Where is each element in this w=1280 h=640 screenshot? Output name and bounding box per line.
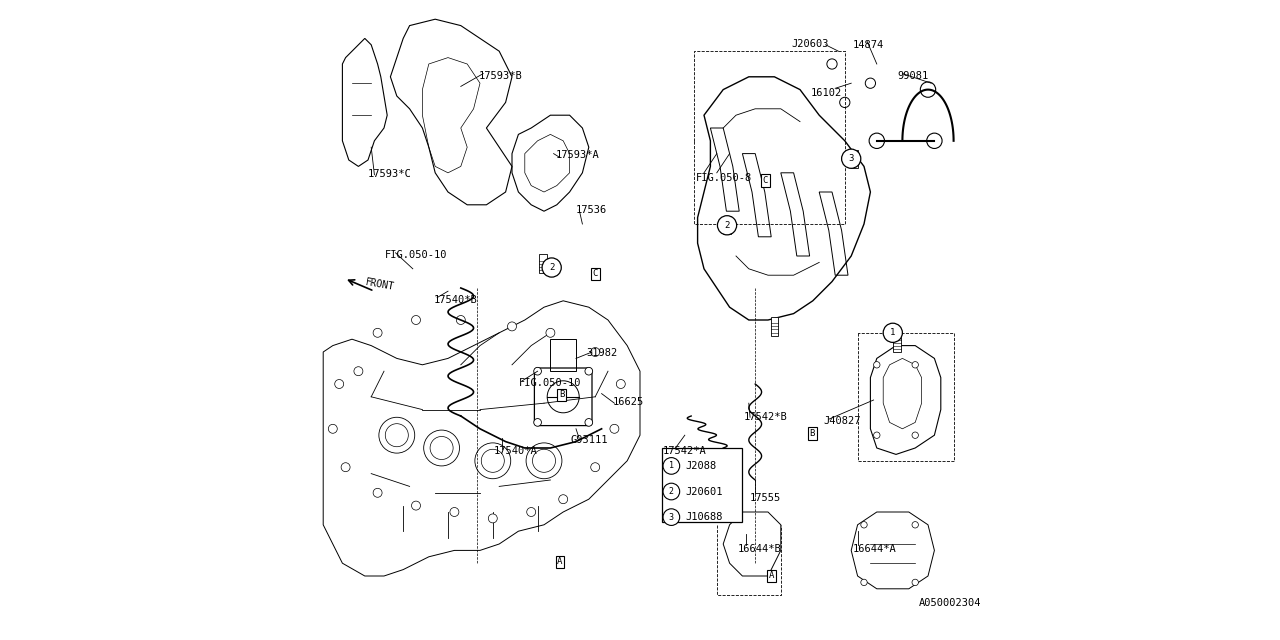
- Circle shape: [883, 323, 902, 342]
- Circle shape: [527, 508, 536, 516]
- Circle shape: [663, 458, 680, 474]
- Text: 17542*A: 17542*A: [663, 445, 707, 456]
- Bar: [663, 448, 742, 522]
- Bar: [850, 150, 859, 168]
- Circle shape: [585, 419, 593, 426]
- Text: 1: 1: [890, 328, 896, 337]
- Text: FIG.050-8: FIG.050-8: [696, 173, 753, 183]
- Text: 3: 3: [669, 513, 673, 522]
- Text: J20603: J20603: [791, 38, 828, 49]
- Text: 2: 2: [669, 487, 673, 496]
- Bar: [893, 334, 901, 352]
- Circle shape: [911, 432, 919, 438]
- Text: 17542*B: 17542*B: [744, 412, 787, 422]
- Text: 16625: 16625: [613, 397, 644, 407]
- Circle shape: [842, 149, 861, 168]
- Text: 17593*A: 17593*A: [556, 150, 599, 160]
- Text: A: A: [557, 557, 563, 566]
- Text: A050002304: A050002304: [919, 598, 980, 608]
- Text: 31982: 31982: [586, 348, 617, 358]
- Text: 2: 2: [549, 263, 554, 272]
- Circle shape: [412, 501, 420, 510]
- Circle shape: [860, 579, 868, 586]
- Circle shape: [585, 367, 593, 375]
- Text: J40827: J40827: [823, 416, 860, 426]
- Text: J20601: J20601: [686, 486, 723, 497]
- Circle shape: [591, 463, 600, 472]
- Circle shape: [456, 316, 466, 324]
- Circle shape: [328, 424, 338, 433]
- Circle shape: [611, 424, 620, 433]
- Circle shape: [374, 328, 383, 337]
- Circle shape: [873, 362, 881, 368]
- Text: J10688: J10688: [686, 512, 723, 522]
- Circle shape: [717, 216, 737, 235]
- Circle shape: [873, 432, 881, 438]
- Text: B: B: [809, 429, 815, 438]
- Circle shape: [412, 316, 420, 324]
- Circle shape: [591, 348, 600, 356]
- Text: 17593*B: 17593*B: [479, 70, 522, 81]
- Text: C: C: [763, 176, 768, 185]
- Text: J2088: J2088: [686, 461, 717, 471]
- Circle shape: [507, 322, 517, 331]
- Circle shape: [353, 367, 364, 376]
- Circle shape: [534, 419, 541, 426]
- Circle shape: [911, 522, 919, 528]
- Circle shape: [545, 328, 556, 337]
- Circle shape: [534, 367, 541, 375]
- Text: 17536: 17536: [576, 205, 607, 215]
- Text: FIG.050-10: FIG.050-10: [385, 250, 448, 260]
- Circle shape: [451, 508, 460, 516]
- Text: A: A: [768, 572, 774, 580]
- Text: 3: 3: [849, 154, 854, 163]
- Bar: [550, 339, 576, 371]
- Text: 16644*B: 16644*B: [737, 544, 781, 554]
- Circle shape: [488, 514, 498, 523]
- Bar: [723, 216, 731, 234]
- Text: 17540*B: 17540*B: [434, 294, 477, 305]
- Text: 17593*C: 17593*C: [369, 169, 412, 179]
- Circle shape: [663, 509, 680, 525]
- Text: 2: 2: [724, 221, 730, 230]
- Text: 16102: 16102: [810, 88, 841, 98]
- Circle shape: [559, 495, 568, 504]
- Circle shape: [911, 579, 919, 586]
- Text: 1: 1: [669, 461, 673, 470]
- Circle shape: [374, 488, 383, 497]
- Circle shape: [617, 380, 625, 388]
- Bar: [771, 317, 778, 335]
- Text: 99081: 99081: [897, 70, 928, 81]
- Text: 16644*A: 16644*A: [852, 544, 896, 554]
- Text: FIG.050-10: FIG.050-10: [518, 378, 581, 388]
- Text: 17555: 17555: [750, 493, 781, 503]
- Text: B: B: [559, 390, 564, 399]
- Text: G93111: G93111: [571, 435, 608, 445]
- Circle shape: [340, 463, 351, 472]
- Text: FRONT: FRONT: [365, 277, 396, 292]
- Circle shape: [335, 380, 343, 388]
- Text: 14874: 14874: [852, 40, 883, 50]
- Circle shape: [663, 483, 680, 500]
- Circle shape: [860, 522, 868, 528]
- Text: 17540*A: 17540*A: [494, 445, 538, 456]
- Bar: [539, 255, 547, 273]
- Circle shape: [911, 362, 919, 368]
- Text: C: C: [593, 269, 598, 278]
- Circle shape: [543, 258, 562, 277]
